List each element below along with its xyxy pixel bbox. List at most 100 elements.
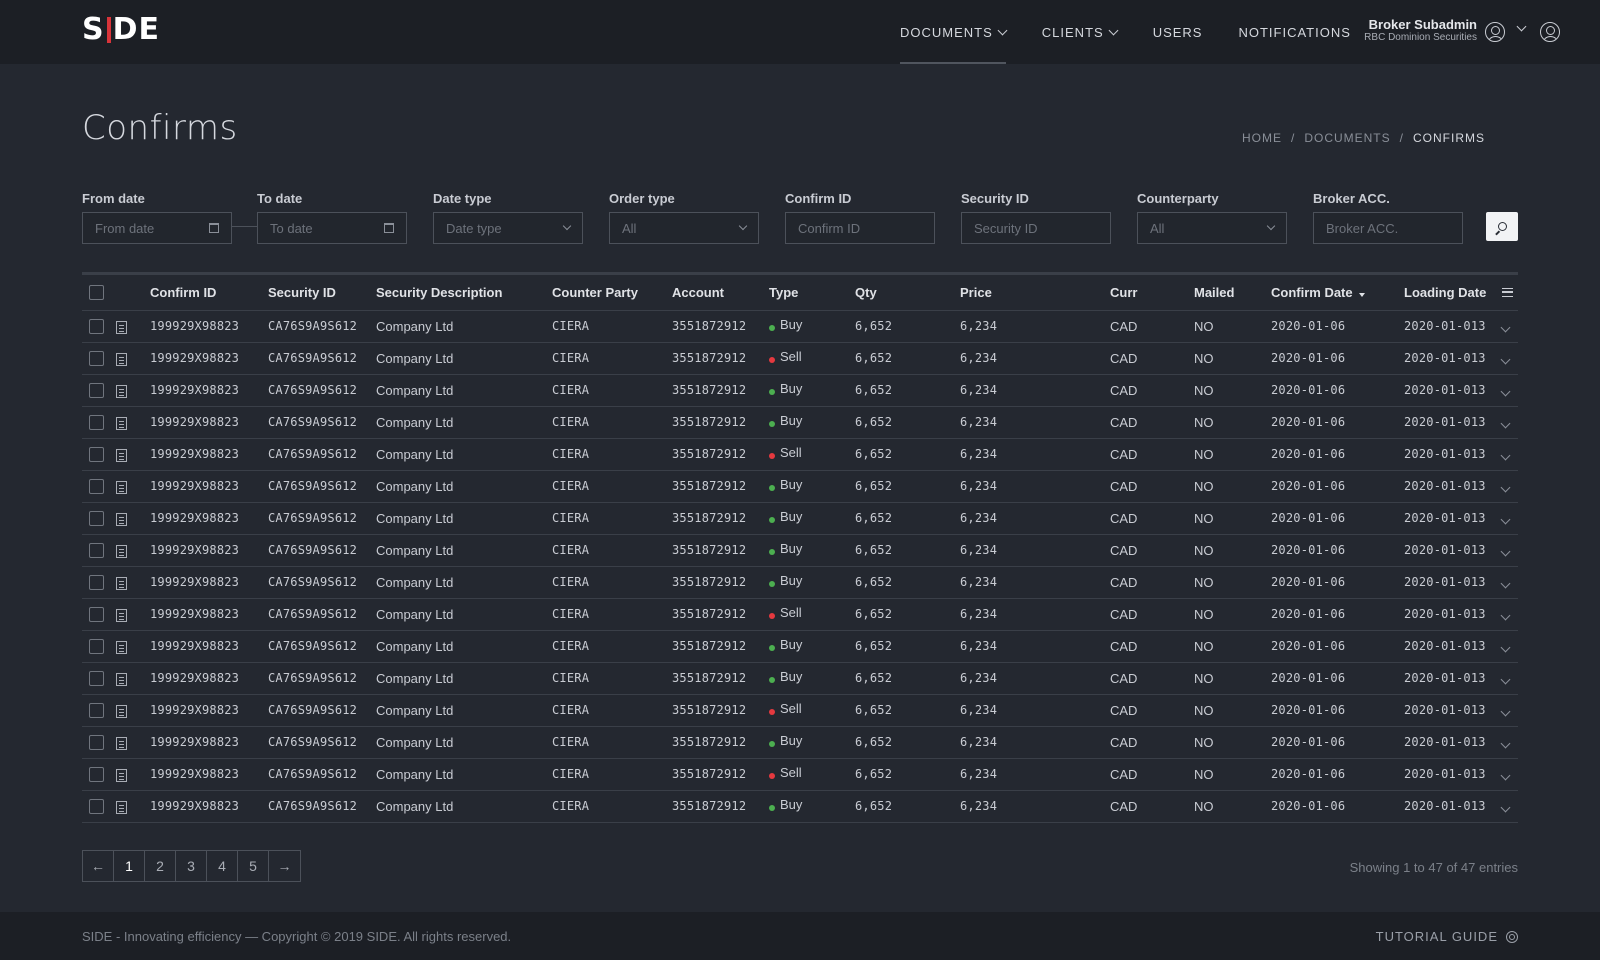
row-checkbox[interactable] [89,415,104,431]
column-menu-icon[interactable] [1502,287,1513,297]
tutorial-guide-link[interactable]: TUTORIAL GUIDE [1376,929,1518,944]
row-checkbox[interactable] [89,479,104,495]
expand-row-chevron-icon[interactable] [1500,322,1511,332]
row-checkbox[interactable] [89,447,104,463]
nav-clients[interactable]: CLIENTS [1042,0,1119,64]
document-icon[interactable] [116,576,127,590]
calendar-icon[interactable] [209,223,219,233]
document-icon[interactable] [116,704,127,718]
document-icon[interactable] [116,672,127,686]
table-row[interactable]: 199929X98823 CA76S9A9S612 Company Ltd CIERA… [82,694,1518,727]
user-info[interactable]: Broker Subadmin RBC Dominion Securities [1364,18,1477,44]
header-type[interactable]: Type [769,284,799,300]
from-date-input[interactable]: From date [82,212,232,244]
header-loading-date[interactable]: Loading Date [1404,284,1487,300]
page-button-3[interactable]: 3 [176,851,207,881]
security-id-input[interactable]: Security ID [961,212,1111,244]
document-icon[interactable] [116,448,127,462]
nav-documents[interactable]: DOCUMENTS [900,0,1008,64]
page-button-1[interactable]: 1 [114,851,145,881]
expand-row-chevron-icon[interactable] [1500,546,1511,556]
table-row[interactable]: 199929X98823 CA76S9A9S612 Company Ltd CIERA… [82,726,1518,759]
table-row[interactable]: 199929X98823 CA76S9A9S612 Company Ltd CIERA… [82,470,1518,503]
document-icon[interactable] [116,640,127,654]
table-row[interactable]: 199929X98823 CA76S9A9S612 Company Ltd CIERA… [82,502,1518,535]
expand-row-chevron-icon[interactable] [1500,386,1511,396]
nav-notifications[interactable]: NOTIFICATIONS [1238,0,1350,64]
header-security-id[interactable]: Security ID [268,284,336,300]
document-icon[interactable] [116,416,127,430]
nav-users[interactable]: USERS [1153,0,1203,64]
row-checkbox[interactable] [89,351,104,367]
header-counter-party[interactable]: Counter Party [552,284,638,300]
row-checkbox[interactable] [89,671,104,687]
row-checkbox[interactable] [89,383,104,399]
header-confirm-date[interactable]: Confirm Date [1271,275,1404,310]
page-button-2[interactable]: 2 [145,851,176,881]
page-button-5[interactable]: 5 [238,851,269,881]
next-page-button[interactable]: → [277,858,292,874]
expand-row-chevron-icon[interactable] [1500,514,1511,524]
row-checkbox[interactable] [89,735,104,751]
breadcrumb-documents[interactable]: DOCUMENTS [1304,131,1391,145]
logo[interactable]: S DE [82,15,160,45]
expand-row-chevron-icon[interactable] [1500,482,1511,492]
row-checkbox[interactable] [89,575,104,591]
page-button-4[interactable]: 4 [207,851,238,881]
row-checkbox[interactable] [89,767,104,783]
expand-row-chevron-icon[interactable] [1500,674,1511,684]
row-checkbox[interactable] [89,319,104,335]
header-account[interactable]: Account [672,284,724,300]
table-row[interactable]: 199929X98823 CA76S9A9S612 Company Ltd CIERA… [82,406,1518,439]
row-checkbox[interactable] [89,543,104,559]
row-checkbox[interactable] [89,799,104,815]
expand-row-chevron-icon[interactable] [1500,706,1511,716]
expand-row-chevron-icon[interactable] [1500,642,1511,652]
table-row[interactable]: 199929X98823 CA76S9A9S612 Company Ltd CIERA… [82,342,1518,375]
header-price[interactable]: Price [960,284,992,300]
user-menu-chevron-icon[interactable] [1516,21,1527,32]
document-icon[interactable] [116,768,127,782]
header-qty[interactable]: Qty [855,284,877,300]
profile-icon[interactable] [1540,22,1560,42]
table-row[interactable]: 199929X98823 CA76S9A9S612 Company Ltd CIERA… [82,438,1518,471]
expand-row-chevron-icon[interactable] [1500,770,1511,780]
user-avatar-icon[interactable] [1485,22,1505,42]
table-row[interactable]: 199929X98823 CA76S9A9S612 Company Ltd CIERA… [82,630,1518,663]
header-mailed[interactable]: Mailed [1194,284,1235,300]
confirm-id-input[interactable]: Confirm ID [785,212,935,244]
broker-acc-input[interactable]: Broker ACC. [1313,212,1463,244]
document-icon[interactable] [116,480,127,494]
table-row[interactable]: 199929X98823 CA76S9A9S612 Company Ltd CIERA… [82,374,1518,407]
expand-row-chevron-icon[interactable] [1500,450,1511,460]
to-date-input[interactable]: To date [257,212,407,244]
document-icon[interactable] [116,384,127,398]
document-icon[interactable] [116,608,127,622]
header-curr[interactable]: Curr [1110,284,1138,300]
document-icon[interactable] [116,320,127,334]
expand-row-chevron-icon[interactable] [1500,354,1511,364]
table-row[interactable]: 199929X98823 CA76S9A9S612 Company Ltd CIERA… [82,598,1518,631]
row-checkbox[interactable] [89,511,104,527]
row-checkbox[interactable] [89,639,104,655]
prev-page-button[interactable]: ← [83,851,114,881]
expand-row-chevron-icon[interactable] [1500,610,1511,620]
header-confirm-id[interactable]: Confirm ID [150,284,217,300]
calendar-icon[interactable] [384,223,394,233]
table-row[interactable]: 199929X98823 CA76S9A9S612 Company Ltd CIERA… [82,790,1518,823]
document-icon[interactable] [116,352,127,366]
breadcrumb-home[interactable]: HOME [1241,131,1282,145]
row-checkbox[interactable] [89,703,104,719]
search-button[interactable] [1486,212,1518,241]
sort-desc-icon[interactable] [1358,292,1365,297]
table-row[interactable]: 199929X98823 CA76S9A9S612 Company Ltd CIERA… [82,662,1518,695]
date-type-select[interactable]: Date type [433,212,583,244]
expand-row-chevron-icon[interactable] [1500,802,1511,812]
table-row[interactable]: 199929X98823 CA76S9A9S612 Company Ltd CIERA… [82,310,1518,343]
row-checkbox[interactable] [89,607,104,623]
expand-row-chevron-icon[interactable] [1500,738,1511,748]
order-type-select[interactable]: All [609,212,759,244]
document-icon[interactable] [116,512,127,526]
header-security-description[interactable]: Security Description [376,284,503,300]
expand-row-chevron-icon[interactable] [1500,418,1511,428]
